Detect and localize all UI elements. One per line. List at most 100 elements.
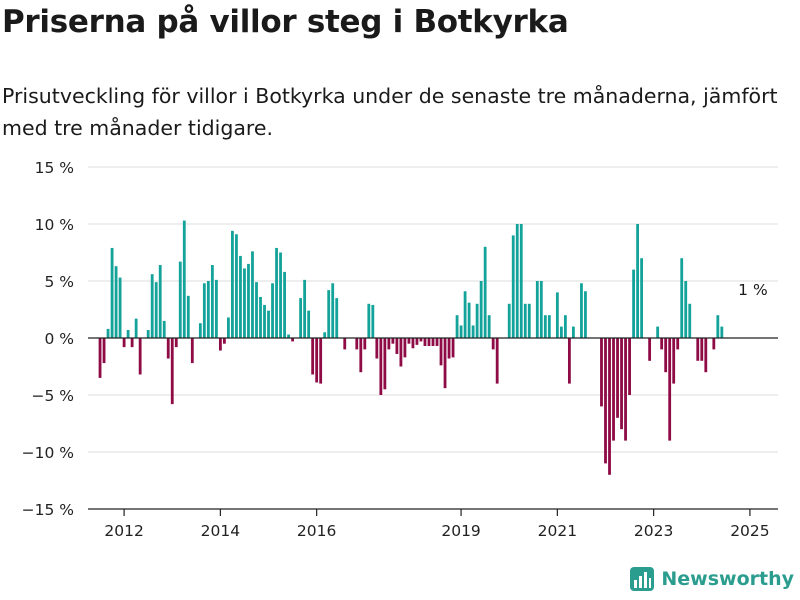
- bar: [126, 330, 130, 338]
- bar: [315, 338, 319, 383]
- bar: [299, 298, 303, 338]
- bar: [287, 334, 290, 338]
- y-tick-label: 5 %: [44, 273, 74, 291]
- x-tick-label: 2021: [538, 522, 577, 540]
- x-tick-label: 2016: [297, 522, 336, 540]
- bar: [612, 338, 615, 441]
- bar: [483, 246, 487, 338]
- bar: [455, 315, 459, 338]
- bar: [371, 304, 375, 338]
- bar: [303, 279, 307, 338]
- bar: [547, 315, 551, 338]
- bar: [443, 338, 447, 389]
- y-tick-label: −5 %: [31, 387, 74, 405]
- bar: [255, 282, 258, 338]
- bar: [447, 338, 451, 359]
- bar: [704, 338, 708, 373]
- bar: [640, 258, 644, 338]
- bar: [251, 251, 254, 338]
- bar: [700, 338, 704, 361]
- bar: [202, 283, 206, 338]
- bar: [519, 224, 523, 338]
- bar: [716, 315, 720, 338]
- bar: [495, 338, 499, 384]
- bar: [600, 338, 603, 407]
- bar: [271, 283, 274, 338]
- bar: [178, 261, 182, 338]
- bar: [523, 303, 527, 338]
- bar: [572, 326, 575, 338]
- bar: [391, 338, 395, 344]
- bar: [620, 338, 623, 430]
- bar: [355, 338, 359, 350]
- bar: [158, 265, 162, 338]
- bar: [267, 310, 270, 338]
- x-tick-label: 2023: [634, 522, 673, 540]
- bar: [584, 291, 587, 338]
- x-tick-label: 2012: [104, 522, 143, 540]
- bar: [182, 220, 186, 338]
- bar: [383, 338, 387, 390]
- chart-title: Priserna på villor steg i Botkyrka: [2, 4, 569, 40]
- bar: [632, 269, 635, 338]
- bar: [138, 338, 142, 375]
- bar: [206, 281, 210, 338]
- bar: [367, 303, 371, 338]
- bar: [239, 255, 242, 338]
- bar: [567, 338, 571, 384]
- bar: [543, 315, 547, 338]
- bar: [279, 252, 282, 338]
- bar: [507, 303, 511, 338]
- bar: [186, 295, 190, 338]
- bar: [487, 315, 491, 338]
- bar: [471, 325, 475, 338]
- bar: [475, 303, 479, 338]
- bar: [511, 235, 515, 338]
- bar: [227, 317, 230, 338]
- bar: [218, 338, 222, 351]
- bar: [423, 338, 427, 346]
- bar: [243, 268, 246, 338]
- bar: [555, 292, 559, 338]
- bar: [608, 338, 611, 475]
- bar: [146, 330, 150, 338]
- y-tick-labels: 15 % 10 % 5 % 0 % −5 % −10 % −15 %: [22, 159, 74, 519]
- bar: [491, 338, 495, 350]
- bar: [648, 338, 652, 361]
- bar: [563, 315, 567, 338]
- bar: [439, 338, 443, 366]
- bar: [166, 338, 170, 359]
- bar: [616, 338, 619, 418]
- brand-name: Newsworthy: [661, 568, 794, 590]
- bar: [170, 338, 174, 405]
- bar: [407, 338, 411, 344]
- bar: [323, 332, 327, 338]
- bar: [275, 247, 278, 338]
- y-tick-label: −10 %: [22, 444, 74, 462]
- bar: [198, 323, 202, 338]
- bar: [656, 326, 660, 338]
- bar: [636, 224, 639, 338]
- x-tick-labels: 2012 2014 2016 2019 2021 2023 2025: [104, 509, 770, 540]
- bar: [122, 338, 126, 348]
- bar: [331, 283, 335, 338]
- bar: [190, 338, 194, 364]
- bar: [664, 338, 668, 373]
- bar: [335, 298, 339, 338]
- bar: [559, 326, 563, 338]
- bar: [403, 338, 407, 358]
- bar: [319, 338, 323, 384]
- bar: [624, 338, 627, 441]
- bar: [676, 338, 680, 350]
- bar-chart: 15 %10 %5 %0 %−5 %−10 %−15 % 2012 2014 201…: [22, 159, 778, 540]
- bar: [150, 274, 154, 338]
- bar: [283, 271, 286, 338]
- bar: [162, 320, 166, 338]
- bars: [98, 220, 724, 475]
- x-tick-label: 2014: [201, 522, 240, 540]
- bar: [688, 303, 692, 338]
- bar: [210, 265, 214, 338]
- bar: [668, 338, 672, 441]
- bar: [427, 338, 431, 346]
- y-tick-label: 15 %: [35, 159, 74, 177]
